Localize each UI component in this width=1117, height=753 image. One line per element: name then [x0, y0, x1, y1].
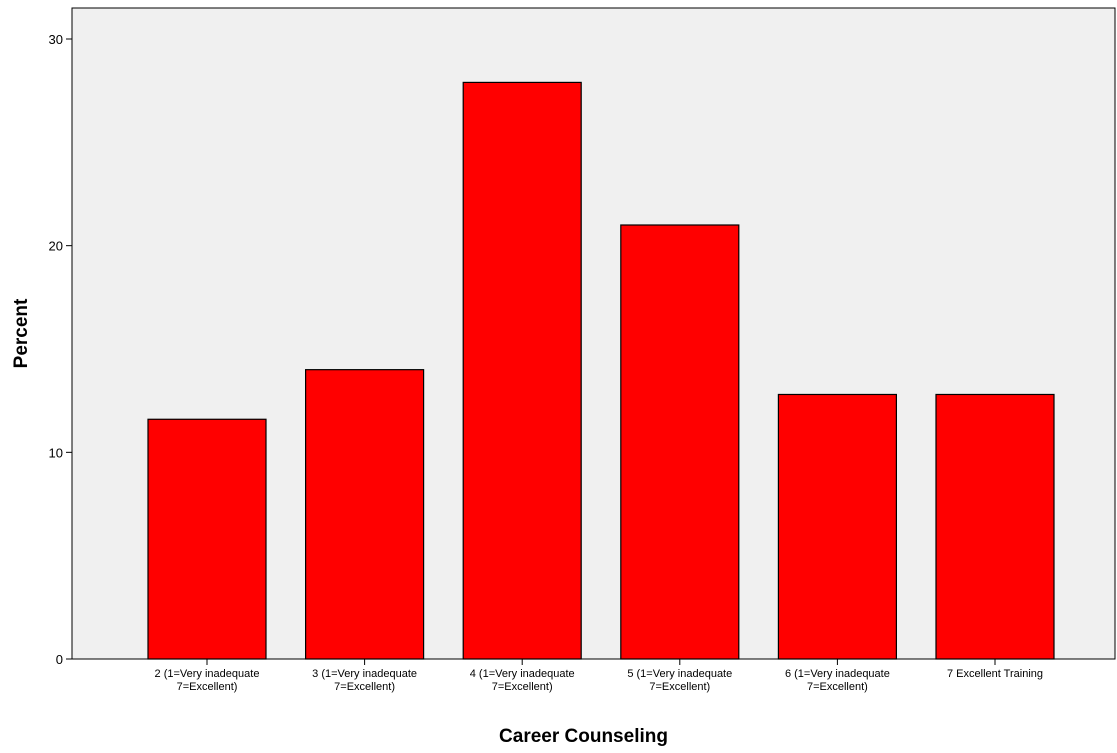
x-tick-label-line: 7=Excellent): [334, 681, 395, 693]
y-tick-label: 20: [49, 239, 63, 254]
bar-1: [147, 418, 267, 660]
y-axis: 0 10 20 30: [49, 8, 73, 667]
x-tick-label-line: 6 (1=Very inadequate: [785, 668, 890, 680]
bar-6: [935, 393, 1055, 660]
x-tick-label-line: 7=Excellent): [492, 681, 553, 693]
x-tick-label: 6 (1=Very inadequate 7=Excellent): [785, 668, 890, 693]
y-tick-label: 30: [49, 32, 63, 47]
bar-3: [462, 81, 582, 660]
x-axis: 2 (1=Very inadequate 7=Excellent)3 (1=Ver…: [72, 658, 1115, 693]
x-tick-label-line: 7=Excellent): [649, 681, 710, 693]
x-tick-label: 4 (1=Very inadequate 7=Excellent): [470, 668, 575, 693]
x-tick-label: 3 (1=Very inadequate 7=Excellent): [312, 668, 417, 693]
x-tick-label-line: 2 (1=Very inadequate: [155, 668, 260, 680]
x-tick-label: 7 Excellent Training: [947, 668, 1043, 680]
x-tick-label-line: 3 (1=Very inadequate: [312, 668, 417, 680]
y-tick-label: 10: [49, 445, 63, 460]
bar-5: [777, 393, 898, 660]
x-tick-label-line: 7 Excellent Training: [947, 668, 1043, 680]
x-tick-label-line: 7=Excellent): [807, 681, 868, 693]
x-axis-title: Career Counseling: [499, 726, 668, 747]
x-tick-label-line: 4 (1=Very inadequate: [470, 668, 575, 680]
y-tick-label: 0: [56, 652, 63, 667]
x-tick-label-line: 7=Excellent): [177, 681, 238, 693]
x-tick-label: 5 (1=Very inadequate 7=Excellent): [627, 668, 732, 693]
x-tick-label-line: 5 (1=Very inadequate: [627, 668, 732, 680]
bar-4: [620, 224, 740, 660]
bars: [147, 81, 1055, 660]
y-axis-title: Percent: [11, 298, 32, 368]
x-tick-label: 2 (1=Very inadequate 7=Excellent): [155, 668, 260, 693]
bar-2: [305, 369, 425, 660]
